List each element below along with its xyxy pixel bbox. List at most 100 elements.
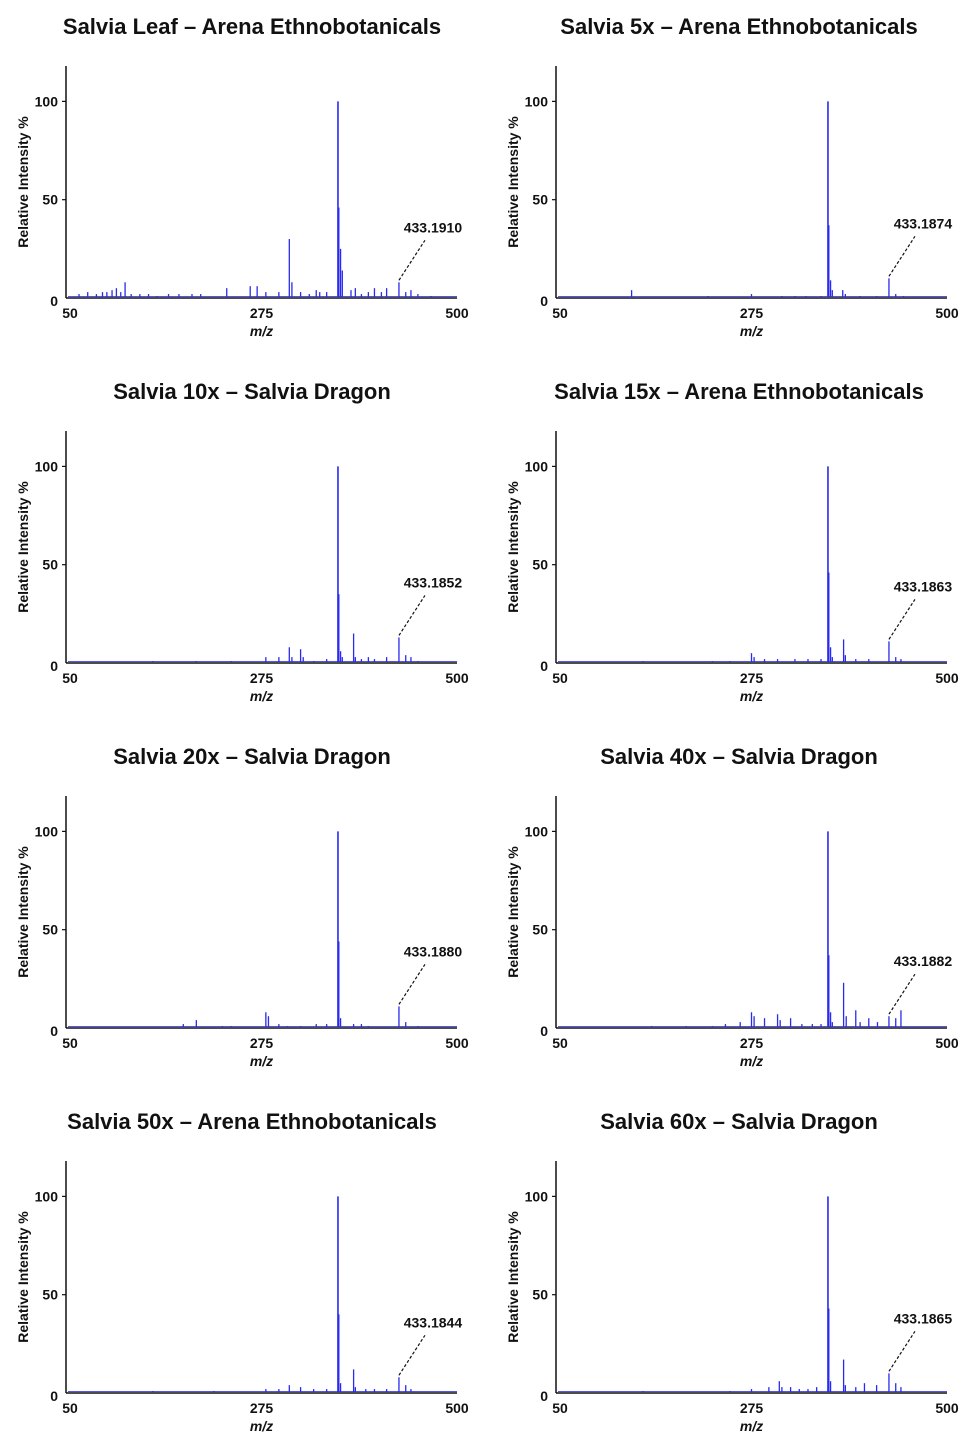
spectrum-chart: Salvia 10x – Salvia Dragon Relative Inten… <box>15 379 469 704</box>
y-axis-label: Relative Intensity % <box>505 116 521 248</box>
peak-annotation-label: 433.1882 <box>894 953 953 969</box>
chart-title: Salvia 5x – Arena Ethnobotanicals <box>560 14 917 39</box>
x-axis-label: m/z <box>740 1418 763 1434</box>
x-axis-label: m/z <box>740 1053 763 1069</box>
x-tick-label: 500 <box>445 1035 469 1051</box>
x-tick-label: 500 <box>935 305 959 321</box>
y-tick-label: 50 <box>532 922 548 938</box>
y-tick-label: 100 <box>35 823 59 839</box>
annotation-leader <box>888 236 916 277</box>
y-axis-label: Relative Intensity % <box>505 481 521 613</box>
spectrum-chart: Salvia 15x – Arena Ethnobotanicals Relati… <box>505 379 959 704</box>
peak-annotation-label: 433.1863 <box>894 578 953 594</box>
x-tick-label: 50 <box>62 1400 78 1416</box>
spectrum-panel: Salvia 10x – Salvia Dragon Relative Inten… <box>0 365 484 723</box>
y-tick-label: 100 <box>35 93 59 109</box>
y-tick-label: 0 <box>50 1023 58 1039</box>
x-tick-label: 50 <box>552 670 568 686</box>
annotation-leader <box>888 973 916 1015</box>
annotation-leader <box>888 1331 916 1372</box>
x-axis-label: m/z <box>250 1053 273 1069</box>
spectrum-chart: Salvia 40x – Salvia Dragon Relative Inten… <box>505 744 959 1069</box>
peak-annotation-label: 433.1880 <box>404 943 463 959</box>
chart-title: Salvia 60x – Salvia Dragon <box>600 1109 878 1134</box>
peak-annotation-label: 433.1874 <box>894 215 953 231</box>
x-tick-label: 500 <box>935 1035 959 1051</box>
x-tick-label: 50 <box>552 305 568 321</box>
y-tick-label: 50 <box>42 557 58 573</box>
x-tick-label: 50 <box>62 670 78 686</box>
y-tick-label: 50 <box>42 922 58 938</box>
x-tick-label: 50 <box>552 1035 568 1051</box>
annotation-leader <box>398 595 426 636</box>
x-axis-label: m/z <box>250 1418 273 1434</box>
x-tick-label: 500 <box>445 670 469 686</box>
peak-annotation-label: 433.1844 <box>404 1314 463 1330</box>
x-tick-label: 275 <box>740 1035 764 1051</box>
x-tick-label: 275 <box>250 670 274 686</box>
spectrum-panel: Salvia 50x – Arena Ethnobotanicals Relati… <box>0 1095 484 1453</box>
spectrum-chart: Salvia 50x – Arena Ethnobotanicals Relati… <box>15 1109 469 1434</box>
x-tick-label: 50 <box>552 1400 568 1416</box>
x-axis-label: m/z <box>250 323 273 339</box>
annotation-leader <box>398 239 426 281</box>
y-tick-label: 50 <box>42 1287 58 1303</box>
y-axis-label: Relative Intensity % <box>15 481 31 613</box>
y-tick-label: 0 <box>540 293 548 309</box>
x-tick-label: 50 <box>62 1035 78 1051</box>
x-axis-label: m/z <box>740 323 763 339</box>
y-tick-label: 50 <box>532 192 548 208</box>
x-tick-label: 500 <box>445 305 469 321</box>
y-tick-label: 50 <box>532 1287 548 1303</box>
spectrum-chart: Salvia 5x – Arena Ethnobotanicals Relativ… <box>505 14 959 339</box>
y-axis-label: Relative Intensity % <box>505 846 521 978</box>
chart-title: Salvia 40x – Salvia Dragon <box>600 744 878 769</box>
x-tick-label: 275 <box>740 1400 764 1416</box>
y-axis-label: Relative Intensity % <box>15 1211 31 1343</box>
y-tick-label: 100 <box>525 93 549 109</box>
chart-title: Salvia 10x – Salvia Dragon <box>113 379 391 404</box>
x-tick-label: 275 <box>250 1035 274 1051</box>
annotation-leader <box>398 1334 426 1376</box>
y-tick-label: 100 <box>525 458 549 474</box>
y-axis-label: Relative Intensity % <box>15 846 31 978</box>
x-tick-label: 500 <box>935 670 959 686</box>
y-tick-label: 50 <box>42 192 58 208</box>
peak-annotation-label: 433.1910 <box>404 219 463 235</box>
x-tick-label: 275 <box>740 670 764 686</box>
chart-title: Salvia Leaf – Arena Ethnobotanicals <box>63 14 441 39</box>
x-tick-label: 500 <box>935 1400 959 1416</box>
chart-title: Salvia 50x – Arena Ethnobotanicals <box>67 1109 437 1134</box>
y-tick-label: 0 <box>540 1023 548 1039</box>
y-tick-label: 100 <box>525 1188 549 1204</box>
spectrum-panel: Salvia Leaf – Arena Ethnobotanicals Relat… <box>0 0 484 358</box>
annotation-leader <box>398 964 426 1005</box>
x-axis-label: m/z <box>740 688 763 704</box>
spectrum-chart: Salvia 20x – Salvia Dragon Relative Inten… <box>15 744 469 1069</box>
x-tick-label: 275 <box>250 305 274 321</box>
y-tick-label: 0 <box>50 1388 58 1404</box>
spectrum-panel: Salvia 20x – Salvia Dragon Relative Inten… <box>0 730 484 1088</box>
y-tick-label: 100 <box>35 458 59 474</box>
y-tick-label: 0 <box>50 293 58 309</box>
y-tick-label: 0 <box>540 1388 548 1404</box>
peak-annotation-label: 433.1865 <box>894 1310 953 1326</box>
spectrum-panel: Salvia 40x – Salvia Dragon Relative Inten… <box>490 730 969 1088</box>
spectrum-chart: Salvia 60x – Salvia Dragon Relative Inten… <box>505 1109 959 1434</box>
spectrum-panel: Salvia 60x – Salvia Dragon Relative Inten… <box>490 1095 969 1453</box>
y-tick-label: 50 <box>532 557 548 573</box>
chart-title: Salvia 20x – Salvia Dragon <box>113 744 391 769</box>
y-tick-label: 100 <box>35 1188 59 1204</box>
spectrum-panel: Salvia 15x – Arena Ethnobotanicals Relati… <box>490 365 969 723</box>
y-tick-label: 100 <box>525 823 549 839</box>
x-tick-label: 500 <box>445 1400 469 1416</box>
y-tick-label: 0 <box>540 658 548 674</box>
annotation-leader <box>888 599 916 640</box>
x-tick-label: 275 <box>740 305 764 321</box>
peak-annotation-label: 433.1852 <box>404 574 463 590</box>
spectrum-chart: Salvia Leaf – Arena Ethnobotanicals Relat… <box>15 14 469 339</box>
x-tick-label: 275 <box>250 1400 274 1416</box>
y-tick-label: 0 <box>50 658 58 674</box>
chart-title: Salvia 15x – Arena Ethnobotanicals <box>554 379 924 404</box>
